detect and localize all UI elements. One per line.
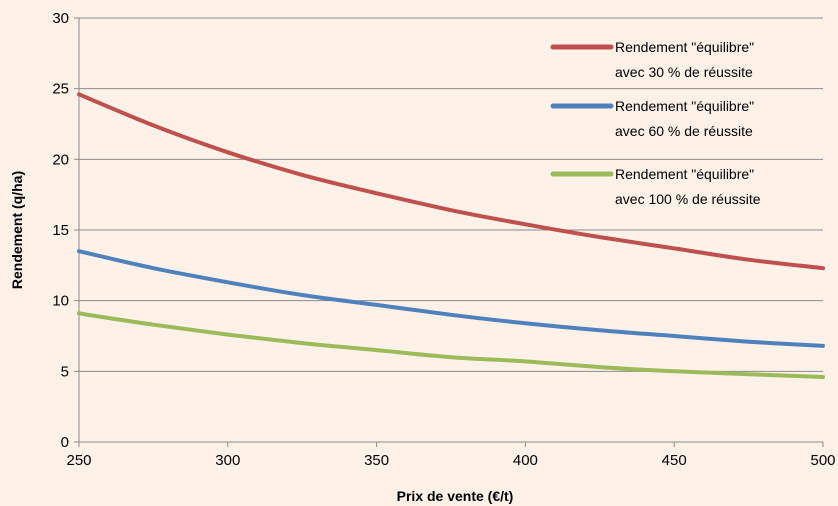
series-line-3 [77,311,825,379]
series-line-2 [77,249,825,348]
axes [74,17,824,447]
legend-label-2-line-1: Rendement "équilibre" [615,98,754,114]
y-axis-title: Rendement (q/ha) [9,171,25,289]
y-tick-label-20: 20 [52,151,69,168]
legend-label-2-line-2: avec 60 % de réussite [615,123,753,139]
x-axis-title: Prix de vente (€/t) [397,488,514,504]
x-tick-label-500: 500 [810,452,835,469]
x-tick-label-450: 450 [662,452,687,469]
x-tick-label-350: 350 [364,452,389,469]
legend-label-3-line-2: avec 100 % de réussite [615,191,761,207]
x-tick-label-400: 400 [513,452,538,469]
y-tick-label-15: 15 [52,222,69,239]
y-tick-label-5: 5 [61,363,69,380]
y-tick-label-30: 30 [52,10,69,27]
series-line-1 [77,92,825,271]
y-tick-label-10: 10 [52,293,69,310]
x-tick-label-300: 300 [215,452,240,469]
legend-label-3-line-1: Rendement "équilibre" [615,166,754,182]
y-tick-label-25: 25 [52,81,69,98]
legend: Rendement "équilibre" avec 30 % de réussi… [550,39,761,207]
series-lines [77,92,825,379]
legend-label-1-line-2: avec 30 % de réussite [615,64,753,80]
tick-labels: 0 5 10 15 20 25 30 250 300 350 400 450 500 [52,10,835,469]
x-tick-label-250: 250 [66,452,91,469]
y-tick-label-0: 0 [61,434,69,451]
legend-label-1-line-1: Rendement "équilibre" [615,39,754,55]
